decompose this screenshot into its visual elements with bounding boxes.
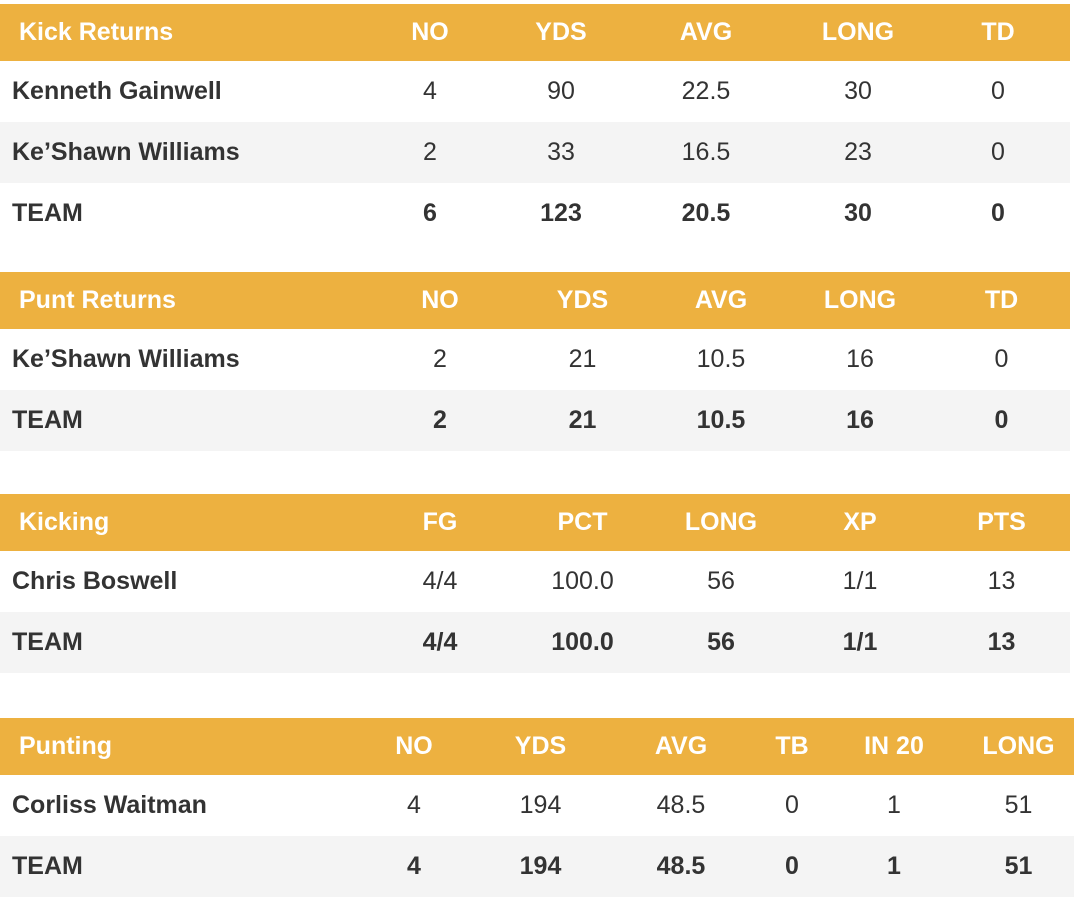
table-row: Kenneth Gainwell 4 90 22.5 30 0 [0,61,1070,122]
stat-cell: 0 [926,122,1070,183]
stat-cell: 194 [519,791,562,819]
stat-cell: 23 [790,122,926,183]
kick-returns-title: Kick Returns [0,4,360,61]
stat-cell: 6 [423,199,437,227]
player-name: Chris Boswell [12,567,178,595]
stat-cell: 2 [370,390,510,451]
column-header-yds: YDS [478,718,603,775]
stat-cell: 13 [933,612,1070,673]
column-header-pts: PTS [933,494,1070,551]
team-label: TEAM [0,612,370,673]
stat-cell: 1 [825,836,963,897]
stat-cell: 1 [887,791,901,819]
punt-returns-table: Punt Returns NO YDS AVG LONG TD Ke’Shawn… [0,272,1070,451]
team-label: TEAM [0,836,350,897]
stat-cell: 51 [1004,791,1033,819]
stat-cell: 4 [423,77,437,105]
stat-cell: 100.0 [510,612,655,673]
stat-cell: 56 [655,612,787,673]
kicking-table: Kicking FG PCT LONG XP PTS Chris Boswell… [0,494,1070,673]
punt-returns-header-row: Punt Returns NO YDS AVG LONG TD [0,272,1070,329]
team-total-row: TEAM 4/4 100.0 56 1/1 13 [0,612,1070,673]
column-header-long: LONG [787,272,933,329]
stat-cell: 16.5 [622,122,790,183]
stat-cell: 0 [785,791,799,819]
column-header-no: NO [370,272,510,329]
column-header-yds: YDS [510,272,655,329]
stat-cell: 30 [844,199,872,227]
column-header-avg: AVG [655,272,787,329]
column-header-yds: YDS [500,4,622,61]
team-total-row: TEAM 6 123 20.5 30 0 [0,183,1070,244]
player-name: Ke’Shawn Williams [0,122,360,183]
team-total-row: TEAM 2 21 10.5 16 0 [0,390,1070,451]
stat-cell: 0 [991,77,1005,105]
punting-table: Punting NO YDS AVG TB IN 20 LONG Corliss… [0,718,1074,897]
punting-title: Punting [0,718,350,775]
column-header-no: NO [350,718,478,775]
stat-cell: 4/4 [422,567,458,595]
stat-cell: 2 [433,345,447,373]
stat-cell: 10.5 [655,390,787,451]
stat-cell: 123 [540,199,582,227]
stat-cell: 13 [987,567,1016,595]
stat-cell: 1/1 [787,612,933,673]
stat-cell: 2 [360,122,500,183]
stat-cell: 0 [991,199,1005,227]
stat-cell: 0 [933,390,1070,451]
column-header-long: LONG [655,494,787,551]
column-header-td: TD [926,4,1070,61]
stat-cell: 4 [407,791,421,819]
column-header-in20: IN 20 [825,718,963,775]
stat-cell: 10.5 [696,345,746,373]
player-name: Corliss Waitman [12,791,207,819]
stat-cell: 90 [547,77,575,105]
punting-header-row: Punting NO YDS AVG TB IN 20 LONG [0,718,1074,775]
team-total-row: TEAM 4 194 48.5 0 1 51 [0,836,1074,897]
column-header-xp: XP [787,494,933,551]
table-row: Chris Boswell 4/4 100.0 56 1/1 13 [0,551,1070,612]
column-header-fg: FG [370,494,510,551]
column-header-tb: TB [759,718,825,775]
column-header-no: NO [360,4,500,61]
stat-cell: 100.0 [551,567,614,595]
stat-cell: 30 [844,77,872,105]
stat-cell: 4/4 [370,612,510,673]
stat-cell: 21 [510,390,655,451]
stat-cell: 16 [846,345,874,373]
stat-cell: 21 [568,345,597,373]
kick-returns-table: Kick Returns NO YDS AVG LONG TD Kenneth … [0,4,1070,244]
stat-cell: 0 [994,345,1009,373]
column-header-long: LONG [790,4,926,61]
stat-cell: 22.5 [681,77,731,105]
stat-cell: 1/1 [842,567,878,595]
column-header-avg: AVG [603,718,759,775]
player-name: Ke’Shawn Williams [12,345,240,373]
stat-cell: 4 [350,836,478,897]
table-row: Ke’Shawn Williams 2 33 16.5 23 0 [0,122,1070,183]
column-header-long: LONG [963,718,1074,775]
stat-cell: 194 [478,836,603,897]
stat-cell: 51 [963,836,1074,897]
team-label: TEAM [12,199,83,227]
stat-cell: 48.5 [656,791,706,819]
stat-cell: 33 [500,122,622,183]
table-row: Corliss Waitman 4 194 48.5 0 1 51 [0,775,1074,836]
column-header-pct: PCT [510,494,655,551]
punt-returns-title: Punt Returns [0,272,370,329]
kicking-header-row: Kicking FG PCT LONG XP PTS [0,494,1070,551]
kicking-title: Kicking [0,494,370,551]
kick-returns-header-row: Kick Returns NO YDS AVG LONG TD [0,4,1070,61]
table-row: Ke’Shawn Williams 2 21 10.5 16 0 [0,329,1070,390]
team-label: TEAM [0,390,370,451]
stat-cell: 0 [759,836,825,897]
stat-cell: 48.5 [603,836,759,897]
column-header-td: TD [933,272,1070,329]
stat-cell: 16 [787,390,933,451]
stat-cell: 20.5 [681,199,731,227]
player-name: Kenneth Gainwell [12,77,222,105]
column-header-avg: AVG [622,4,790,61]
stat-cell: 56 [707,567,735,595]
